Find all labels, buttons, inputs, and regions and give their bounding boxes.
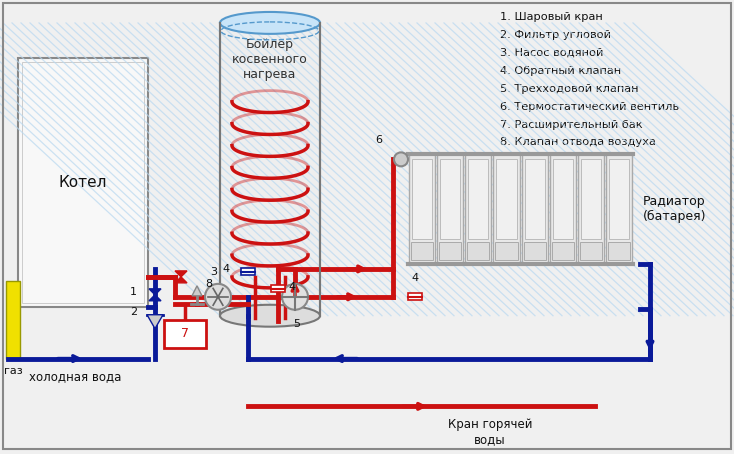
FancyBboxPatch shape <box>525 159 545 239</box>
Polygon shape <box>149 289 161 295</box>
FancyBboxPatch shape <box>552 242 574 260</box>
FancyBboxPatch shape <box>408 293 422 301</box>
FancyBboxPatch shape <box>609 159 629 239</box>
Text: 2. Фильтр угловой: 2. Фильтр угловой <box>500 30 611 40</box>
Text: Кран горячей
воды: Кран горячей воды <box>448 418 532 446</box>
Text: 7: 7 <box>181 327 189 340</box>
FancyBboxPatch shape <box>271 285 286 292</box>
FancyBboxPatch shape <box>496 159 517 239</box>
Ellipse shape <box>220 305 320 327</box>
FancyBboxPatch shape <box>468 159 488 239</box>
FancyBboxPatch shape <box>580 242 602 260</box>
Polygon shape <box>147 315 163 329</box>
Text: 2: 2 <box>130 307 137 317</box>
Text: 5: 5 <box>294 319 300 329</box>
FancyBboxPatch shape <box>606 154 632 264</box>
Polygon shape <box>175 277 187 283</box>
Text: 5. Трехходовой клапан: 5. Трехходовой клапан <box>500 84 639 94</box>
Text: 8. Клапан отвода воздуха: 8. Клапан отвода воздуха <box>500 138 656 148</box>
FancyBboxPatch shape <box>409 154 435 264</box>
Text: 3: 3 <box>211 267 217 277</box>
FancyBboxPatch shape <box>164 320 206 348</box>
FancyBboxPatch shape <box>493 154 520 264</box>
Circle shape <box>394 153 408 166</box>
FancyBboxPatch shape <box>495 242 517 260</box>
Text: Котел: Котел <box>59 175 107 190</box>
Polygon shape <box>149 295 161 301</box>
FancyBboxPatch shape <box>521 154 548 264</box>
FancyBboxPatch shape <box>6 281 20 359</box>
Ellipse shape <box>220 12 320 34</box>
Text: 1: 1 <box>130 287 137 297</box>
FancyBboxPatch shape <box>581 159 601 239</box>
FancyBboxPatch shape <box>412 159 432 239</box>
FancyBboxPatch shape <box>465 154 491 264</box>
FancyBboxPatch shape <box>411 242 433 260</box>
Text: 6. Термостатический вентиль: 6. Термостатический вентиль <box>500 102 679 112</box>
Text: 4. Обратный клапан: 4. Обратный клапан <box>500 66 621 76</box>
FancyBboxPatch shape <box>437 154 463 264</box>
Text: газ: газ <box>4 365 22 375</box>
Text: 7. Расширительный бак: 7. Расширительный бак <box>500 119 643 129</box>
FancyBboxPatch shape <box>439 242 461 260</box>
Text: Радиатор
(батарея): Радиатор (батарея) <box>643 195 707 223</box>
FancyBboxPatch shape <box>608 242 630 260</box>
Circle shape <box>282 284 308 310</box>
Polygon shape <box>192 286 202 296</box>
Polygon shape <box>175 271 187 277</box>
FancyBboxPatch shape <box>468 242 490 260</box>
FancyBboxPatch shape <box>550 154 575 264</box>
Text: 6: 6 <box>376 135 382 145</box>
Text: 8: 8 <box>205 279 212 289</box>
Text: 3. Насос водяной: 3. Насос водяной <box>500 48 603 58</box>
FancyBboxPatch shape <box>241 268 255 276</box>
Text: 4: 4 <box>412 273 418 283</box>
FancyBboxPatch shape <box>578 154 604 264</box>
Text: холодная вода: холодная вода <box>29 370 121 384</box>
FancyBboxPatch shape <box>523 242 545 260</box>
Text: 4: 4 <box>223 264 230 274</box>
FancyBboxPatch shape <box>18 58 148 307</box>
Circle shape <box>205 284 231 310</box>
FancyBboxPatch shape <box>553 159 573 239</box>
FancyBboxPatch shape <box>440 159 460 239</box>
FancyBboxPatch shape <box>220 23 320 316</box>
Text: Бойлер
косвенного
нагрева: Бойлер косвенного нагрева <box>232 38 308 81</box>
Text: 4: 4 <box>288 282 295 292</box>
Text: 1. Шаровый кран: 1. Шаровый кран <box>500 12 603 22</box>
